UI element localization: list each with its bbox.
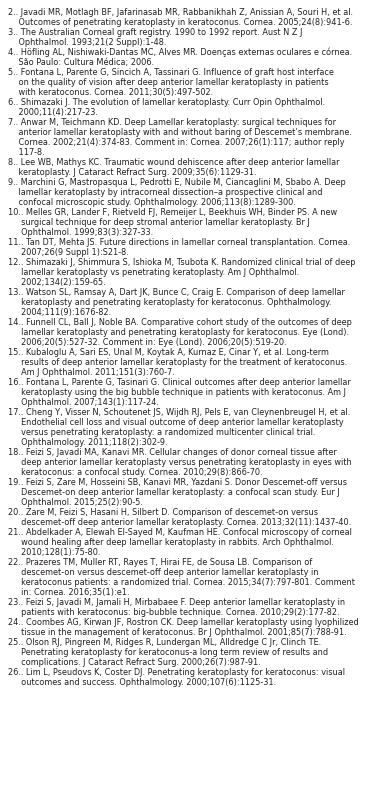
Text: 2000;11(4):217-23.: 2000;11(4):217-23. — [8, 108, 98, 117]
Text: 11.. Tan DT, Mehta JS. Future directions in lamellar corneal transplantation. Co: 11.. Tan DT, Mehta JS. Future directions… — [8, 238, 350, 247]
Text: versus penetrating keratoplasty: a randomized multicenter clinical trial.: versus penetrating keratoplasty: a rando… — [8, 428, 315, 437]
Text: 22.. Prazeres TM, Muller RT, Rayes T, Hirai FE, de Sousa LB. Comparison of: 22.. Prazeres TM, Muller RT, Rayes T, Hi… — [8, 558, 312, 567]
Text: keratoplasty and penetrating keratoplasty for keratoconus. Ophthalmology.: keratoplasty and penetrating keratoplast… — [8, 298, 331, 307]
Text: wound healing after deep lamellar keratoplasty in rabbits. Arch Ophthalmol.: wound healing after deep lamellar kerato… — [8, 538, 334, 547]
Text: lamellar keratoplasty vs penetrating keratoplasty. Am J Ophthalmol.: lamellar keratoplasty vs penetrating ker… — [8, 268, 299, 277]
Text: 20.. Zare M, Feizi S, Hasani H, Silbert D. Comparison of descemet-on versus: 20.. Zare M, Feizi S, Hasani H, Silbert … — [8, 508, 318, 517]
Text: complications. J Cataract Refract Surg. 2000;26(7):987-91.: complications. J Cataract Refract Surg. … — [8, 658, 261, 667]
Text: 13.. Watson SL, Ramsay A, Dart JK, Bunce C, Craig E. Comparison of deep lamellar: 13.. Watson SL, Ramsay A, Dart JK, Bunce… — [8, 288, 345, 297]
Text: deep anterior lamellar keratoplasty versus penetrating keratoplasty in eyes with: deep anterior lamellar keratoplasty vers… — [8, 458, 352, 467]
Text: 6.. Shimazaki J. The evolution of lamellar keratoplasty. Curr Opin Ophthalmol.: 6.. Shimazaki J. The evolution of lamell… — [8, 98, 325, 107]
Text: 23.. Feizi S, Javadi M, Jamali H, Mirbabaee F. Deep anterior lamellar keratoplas: 23.. Feizi S, Javadi M, Jamali H, Mirbab… — [8, 598, 345, 607]
Text: 18.. Feizi S, Javadi MA, Kanavi MR. Cellular changes of donor corneal tissue aft: 18.. Feizi S, Javadi MA, Kanavi MR. Cell… — [8, 448, 337, 457]
Text: 15.. Kubaloglu A, Sari ES, Unal M, Koytak A, Kurnaz E, Cinar Y, et al. Long-term: 15.. Kubaloglu A, Sari ES, Unal M, Koyta… — [8, 348, 329, 357]
Text: 17.. Cheng Y, Visser N, Schoutenet JS, Wijdh RJ, Pels E, van Cleynenbreugel H, e: 17.. Cheng Y, Visser N, Schoutenet JS, W… — [8, 408, 350, 417]
Text: 2006;20(5):527-32. Comment in: Eye (Lond). 2006;20(5):519-20.: 2006;20(5):527-32. Comment in: Eye (Lond… — [8, 338, 287, 347]
Text: Ophthalmol. 1999;83(3):327-33.: Ophthalmol. 1999;83(3):327-33. — [8, 228, 153, 237]
Text: Ophthalmol. 2007;143(1):117-24.: Ophthalmol. 2007;143(1):117-24. — [8, 398, 159, 407]
Text: 2010;128(1):75-80.: 2010;128(1):75-80. — [8, 548, 100, 557]
Text: 8.. Lee WB, Mathys KC. Traumatic wound dehiscence after deep anterior lamellar: 8.. Lee WB, Mathys KC. Traumatic wound d… — [8, 158, 340, 167]
Text: 2007;26(9 Suppl 1):S21-8.: 2007;26(9 Suppl 1):S21-8. — [8, 248, 129, 257]
Text: 9.. Marchini G, Mastropasqua L, Pedrotti E, Nubile M, Ciancaglini M, Sbabo A. De: 9.. Marchini G, Mastropasqua L, Pedrotti… — [8, 178, 346, 187]
Text: 2.. Javadi MR, Motlagh BF, Jafarinasab MR, Rabbanikhah Z, Anissian A, Souri H, e: 2.. Javadi MR, Motlagh BF, Jafarinasab M… — [8, 8, 353, 17]
Text: Descemet-on deep anterior lamellar keratoplasty: a confocal scan study. Eur J: Descemet-on deep anterior lamellar kerat… — [8, 488, 340, 497]
Text: 2004;111(9):1676-82.: 2004;111(9):1676-82. — [8, 308, 111, 317]
Text: Ophthalmol. 2015;25(2):90-5.: Ophthalmol. 2015;25(2):90-5. — [8, 498, 143, 507]
Text: anterior lamellar keratoplasty with and without baring of Descemet’s membrane.: anterior lamellar keratoplasty with and … — [8, 128, 352, 137]
Text: in: Cornea. 2016;35(1):e1.: in: Cornea. 2016;35(1):e1. — [8, 588, 129, 597]
Text: 7.. Anwar M, Teichmann KD. Deep Lamellar keratoplasty: surgical techniques for: 7.. Anwar M, Teichmann KD. Deep Lamellar… — [8, 118, 336, 127]
Text: 12.. Shimazaki J, Shimmura S, Ishioka M, Tsubota K. Randomized clinical trial of: 12.. Shimazaki J, Shimmura S, Ishioka M,… — [8, 258, 355, 267]
Text: 16.. Fontana L, Parente G, Tasinari G. Clinical outcomes after deep anterior lam: 16.. Fontana L, Parente G, Tasinari G. C… — [8, 378, 351, 387]
Text: Ophthalmol. 1993;21(2 Suppl):1-48.: Ophthalmol. 1993;21(2 Suppl):1-48. — [8, 38, 166, 47]
Text: Outcomes of penetrating keratoplasty in keratoconus. Cornea. 2005;24(8):941-6.: Outcomes of penetrating keratoplasty in … — [8, 18, 352, 27]
Text: with keratoconus. Cornea. 2011;30(5):497-502.: with keratoconus. Cornea. 2011;30(5):497… — [8, 88, 213, 97]
Text: lamellar keratoplasty and penetrating keratoplasty for keratoconus. Eye (Lond).: lamellar keratoplasty and penetrating ke… — [8, 328, 349, 337]
Text: 24.. Coombes AG, Kirwan JF, Rostron CK. Deep lamellar keratoplasty using lyophil: 24.. Coombes AG, Kirwan JF, Rostron CK. … — [8, 618, 359, 627]
Text: Ophthalmology. 2011;118(2):302-9.: Ophthalmology. 2011;118(2):302-9. — [8, 438, 167, 447]
Text: descemet-off deep anterior lamellar keratoplasty. Cornea. 2013;32(11):1437-40.: descemet-off deep anterior lamellar kera… — [8, 518, 351, 527]
Text: 25.. Olson RJ, Pingreen M, Ridges R, Lundergan ML, Alldredge C Jr, Clinch TE.: 25.. Olson RJ, Pingreen M, Ridges R, Lun… — [8, 638, 321, 647]
Text: 5.. Fontana L, Parente G, Sincich A, Tassinari G. Influence of graft host interf: 5.. Fontana L, Parente G, Sincich A, Tas… — [8, 68, 334, 77]
Text: 19.. Feizi S, Zare M, Hosseini SB, Kanavi MR, Yazdani S. Donor Descemet-off vers: 19.. Feizi S, Zare M, Hosseini SB, Kanav… — [8, 478, 347, 487]
Text: keratoplasty. J Cataract Refract Surg. 2009;35(6):1129-31.: keratoplasty. J Cataract Refract Surg. 2… — [8, 168, 256, 177]
Text: keratoplasty using the big bubble technique in patients with keratoconus. Am J: keratoplasty using the big bubble techni… — [8, 388, 346, 397]
Text: 21.. Abdelkader A, Elewah El-Sayed M, Kaufman HE. Confocal microscopy of corneal: 21.. Abdelkader A, Elewah El-Sayed M, Ka… — [8, 528, 352, 537]
Text: tissue in the management of keratoconus. Br J Ophthalmol. 2001;85(7):788-91.: tissue in the management of keratoconus.… — [8, 628, 347, 637]
Text: 2002;134(2):159-65.: 2002;134(2):159-65. — [8, 278, 106, 287]
Text: 117-8.: 117-8. — [8, 148, 45, 157]
Text: Penetrating keratoplasty for keratoconus-a long term review of results and: Penetrating keratoplasty for keratoconus… — [8, 648, 328, 657]
Text: descemet-on versus descemet-off deep anterior lamellar keratoplasty in: descemet-on versus descemet-off deep ant… — [8, 568, 318, 577]
Text: 3.. The Australian Corneal graft registry. 1990 to 1992 report. Aust N Z J: 3.. The Australian Corneal graft registr… — [8, 28, 303, 37]
Text: keratoconus patients: a randomized trial. Cornea. 2015;34(7):797-801. Comment: keratoconus patients: a randomized trial… — [8, 578, 355, 587]
Text: 10.. Melles GR, Lander F, Rietveld FJ, Remeijer L, Beekhuis WH, Binder PS. A new: 10.. Melles GR, Lander F, Rietveld FJ, R… — [8, 208, 337, 217]
Text: results of deep anterior lamellar keratoplasty for the treatment of keratoconus.: results of deep anterior lamellar kerato… — [8, 358, 347, 367]
Text: patients with keratoconus: big-bubble technique. Cornea. 2010;29(2):177-82.: patients with keratoconus: big-bubble te… — [8, 608, 340, 617]
Text: Cornea. 2002;21(4):374-83. Comment in: Cornea. 2007;26(1):117; author reply: Cornea. 2002;21(4):374-83. Comment in: C… — [8, 138, 344, 147]
Text: São Paulo: Cultura Médica; 2006.: São Paulo: Cultura Médica; 2006. — [8, 58, 154, 67]
Text: Am J Ophthalmol. 2011;151(3):760-7.: Am J Ophthalmol. 2011;151(3):760-7. — [8, 368, 174, 377]
Text: outcomes and success. Ophthalmology. 2000;107(6):1125-31.: outcomes and success. Ophthalmology. 200… — [8, 678, 276, 687]
Text: keratoconus: a confocal study. Cornea. 2010;29(8):866-70.: keratoconus: a confocal study. Cornea. 2… — [8, 468, 262, 477]
Text: surgical technique for deep stromal anterior lamellar keratoplasty. Br J: surgical technique for deep stromal ante… — [8, 218, 310, 227]
Text: confocal microscopic study. Ophthalmology. 2006;113(8):1289-300.: confocal microscopic study. Ophthalmolog… — [8, 198, 296, 207]
Text: Endothelial cell loss and visual outcome of deep anterior lamellar keratoplasty: Endothelial cell loss and visual outcome… — [8, 418, 344, 427]
Text: lamellar keratoplasty by intracorneal dissection–a prospective clinical and: lamellar keratoplasty by intracorneal di… — [8, 188, 323, 197]
Text: on the quality of vision after deep anterior lamellar keratoplasty in patients: on the quality of vision after deep ante… — [8, 78, 329, 87]
Text: 14.. Funnell CL, Ball J, Noble BA. Comparative cohort study of the outcomes of d: 14.. Funnell CL, Ball J, Noble BA. Compa… — [8, 318, 352, 327]
Text: 4.. Höfling AL, Nishiwaki-Dantas MC, Alves MR. Doenças externas oculares e córne: 4.. Höfling AL, Nishiwaki-Dantas MC, Alv… — [8, 48, 352, 57]
Text: 26.. Lim L, Pseudovs K, Coster DJ. Penetrating keratoplasty for keratoconus: vis: 26.. Lim L, Pseudovs K, Coster DJ. Penet… — [8, 668, 345, 677]
